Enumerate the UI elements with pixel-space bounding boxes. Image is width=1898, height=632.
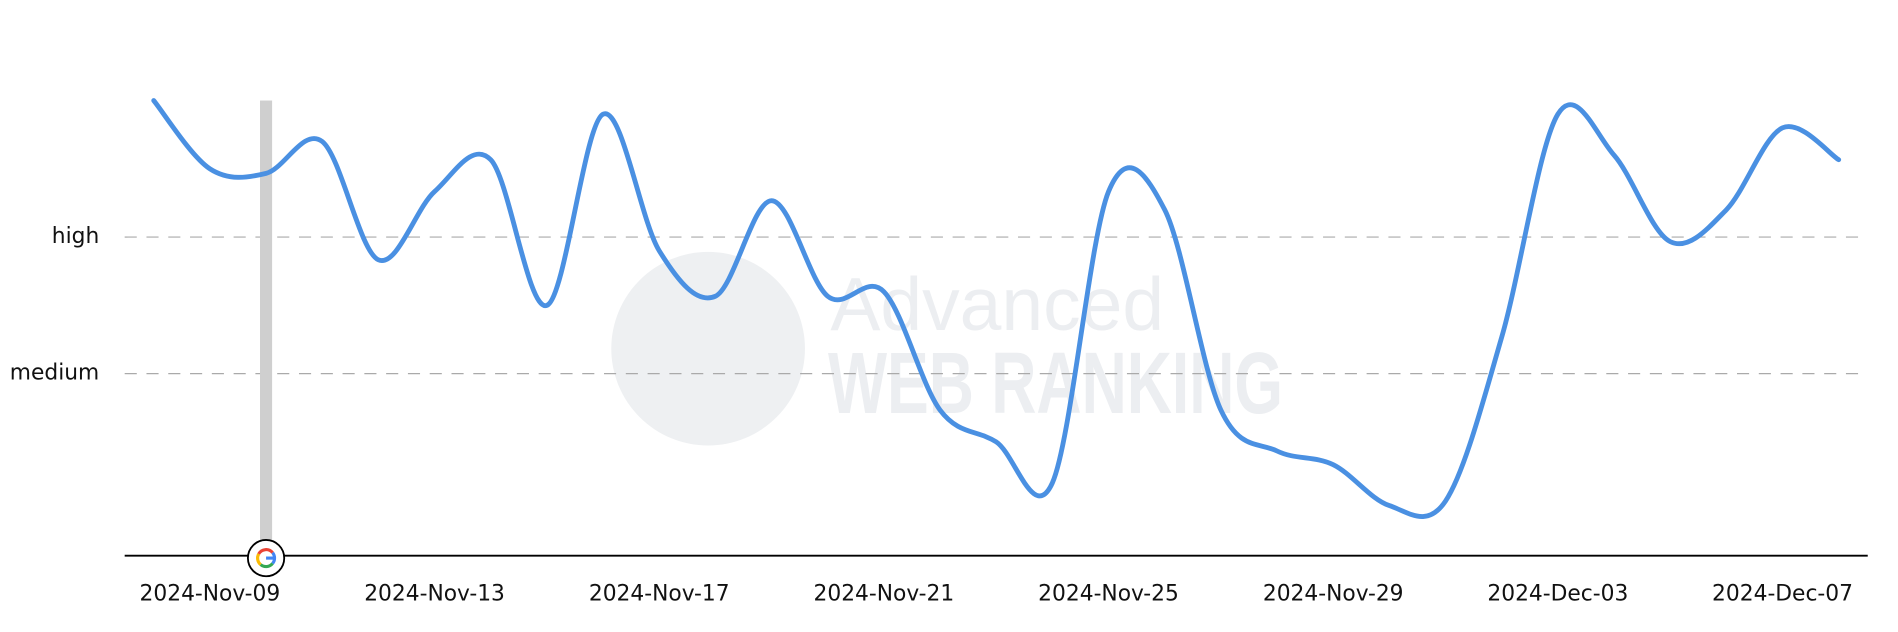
watermark-text: Advanced <box>830 262 1164 346</box>
watermark: Advanced WEB RANKING <box>611 251 1283 446</box>
x-tick-label: 2024-Nov-13 <box>364 581 505 606</box>
x-tick-label: 2024-Nov-09 <box>140 581 281 606</box>
x-tick-label: 2024-Dec-03 <box>1487 581 1628 606</box>
x-tick-label: 2024-Nov-29 <box>1263 581 1404 606</box>
watermark-text: WEB RANKING <box>828 335 1283 432</box>
x-tick-label: 2024-Dec-07 <box>1712 581 1853 606</box>
y-tick-label: medium <box>10 361 99 386</box>
line <box>151 98 1842 519</box>
event-icon-arc <box>257 548 274 555</box>
y-tick-label: high <box>52 224 99 249</box>
x-tick-label: 2024-Nov-25 <box>1038 581 1179 606</box>
x-tick-label: 2024-Nov-21 <box>814 581 955 606</box>
event-icon-arc <box>256 553 262 566</box>
event-band <box>260 100 273 556</box>
event-icon-arc <box>259 562 274 569</box>
watermark-globe <box>611 251 805 446</box>
x-tick-label: 2024-Nov-17 <box>589 581 730 606</box>
